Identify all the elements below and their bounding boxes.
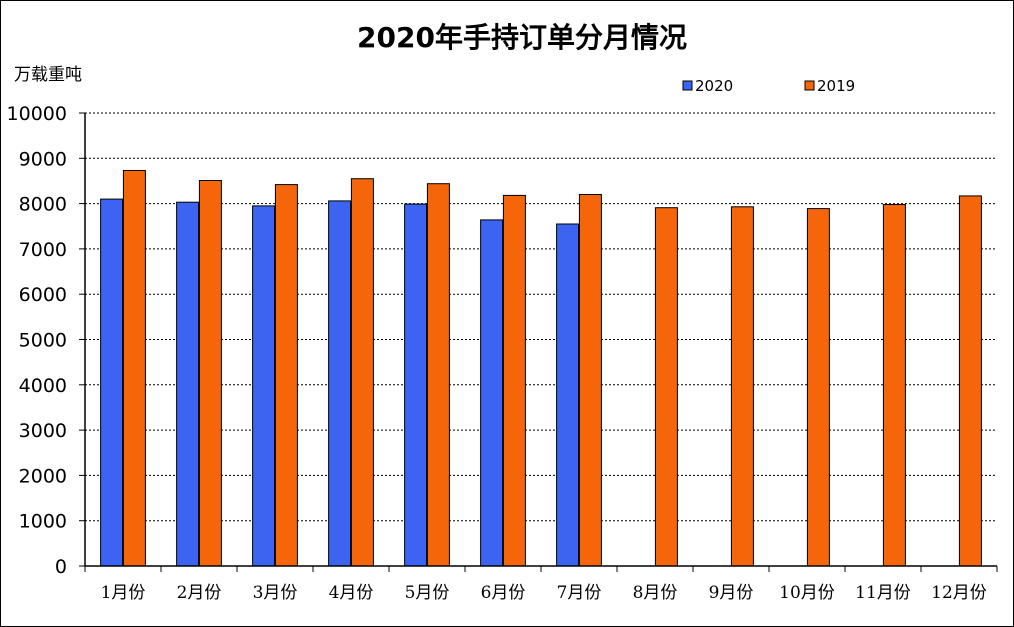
y-tick-label: 2000 bbox=[19, 465, 67, 487]
y-tick-label: 1000 bbox=[19, 511, 67, 533]
chart-title: 2020年手持订单分月情况 bbox=[357, 21, 687, 54]
legend-label-2019: 2019 bbox=[817, 77, 855, 95]
bar-2020-3月份 bbox=[252, 205, 276, 567]
x-category-label: 3月份 bbox=[253, 583, 298, 603]
y-tick-label: 7000 bbox=[19, 239, 67, 261]
bar-2020-6月份 bbox=[480, 219, 504, 567]
x-category-label: 5月份 bbox=[405, 583, 450, 603]
bar-2019-1月份 bbox=[122, 170, 146, 567]
x-category-label: 2月份 bbox=[177, 583, 222, 603]
y-tick-label: 0 bbox=[55, 556, 67, 578]
y-tick-label: 4000 bbox=[19, 375, 67, 397]
bar-2019-3月份 bbox=[274, 184, 298, 567]
bar-2019-8月份 bbox=[654, 207, 678, 567]
bar-2019-5月份 bbox=[426, 183, 450, 567]
legend-swatch-2020 bbox=[682, 80, 693, 91]
y-tick-label: 9000 bbox=[19, 148, 67, 170]
y-tick-label: 8000 bbox=[19, 194, 67, 216]
legend-label-2020: 2020 bbox=[695, 77, 733, 95]
axes bbox=[84, 113, 998, 572]
legend-swatch-2019 bbox=[804, 80, 815, 91]
bar-2019-11月份 bbox=[882, 204, 906, 567]
x-category-label: 12月份 bbox=[931, 583, 987, 603]
bar-2019-2月份 bbox=[198, 180, 222, 567]
legend: 2020 2019 bbox=[682, 77, 855, 95]
y-tick-label: 10000 bbox=[7, 103, 67, 125]
gridlines bbox=[79, 112, 997, 567]
x-category-labels: 1月份 2月份 3月份 4月份 5月份 6月份 7月份 8月份 9月份 10月份 11月份 12月份 bbox=[101, 583, 987, 603]
x-category-label: 8月份 bbox=[633, 583, 678, 603]
x-category-label: 6月份 bbox=[481, 583, 526, 603]
x-category-label: 10月份 bbox=[779, 583, 835, 603]
bar-2020-2月份 bbox=[176, 201, 200, 567]
y-tick-labels: 0 1000 2000 3000 4000 5000 6000 7000 8000 9000 100… bbox=[7, 103, 67, 578]
x-category-label: 4月份 bbox=[329, 583, 374, 603]
bar-2019-4月份 bbox=[350, 178, 374, 567]
y-tick-label: 6000 bbox=[19, 284, 67, 306]
y-tick-label: 3000 bbox=[19, 420, 67, 442]
x-category-label: 11月份 bbox=[855, 583, 911, 603]
x-category-label: 7月份 bbox=[557, 583, 602, 603]
x-category-label: 1月份 bbox=[101, 583, 146, 603]
bar-2020-5月份 bbox=[404, 203, 428, 567]
bar-2019-9月份 bbox=[730, 206, 754, 567]
bar-2019-7月份 bbox=[578, 194, 602, 567]
y-tick-label: 5000 bbox=[19, 330, 67, 352]
bar-2020-4月份 bbox=[328, 200, 352, 567]
bar-2020-7月份 bbox=[556, 223, 580, 567]
y-axis-label: 万载重吨 bbox=[14, 65, 82, 85]
bars-group bbox=[100, 170, 982, 567]
x-category-label: 9月份 bbox=[709, 583, 754, 603]
bar-2019-6月份 bbox=[502, 194, 526, 567]
bar-2020-1月份 bbox=[100, 198, 124, 567]
bar-2019-12月份 bbox=[958, 195, 982, 567]
bar-2019-10月份 bbox=[806, 208, 830, 567]
